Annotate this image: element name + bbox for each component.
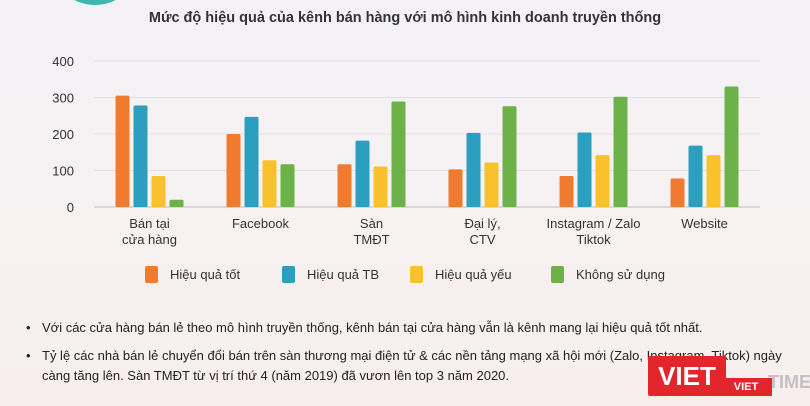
- bar: [244, 116, 259, 207]
- decorative-corner-shape: [50, 0, 140, 5]
- chart-title: Mức độ hiệu quả của kênh bán hàng với mô…: [148, 10, 662, 26]
- bar: [262, 160, 277, 207]
- bar: [280, 164, 295, 207]
- viettimes-watermark-logo: VIET VIET TIMES: [648, 352, 810, 406]
- chart-legend: Hiệu quả tốt Hiệu quả TB Hiệu quả yếu Không…: [0, 266, 810, 288]
- bar: [448, 169, 463, 207]
- legend-label: Hiệu quả TB: [307, 267, 380, 282]
- legend-label: Không sử dụng: [576, 267, 665, 282]
- x-category-label: Instagram / Zalo: [547, 216, 641, 231]
- legend-item: Hiệu quả tốt: [145, 266, 240, 283]
- legend-item: Hiệu quả TB: [282, 266, 379, 283]
- bar: [115, 95, 130, 207]
- x-category-label: Website: [681, 216, 728, 231]
- watermark-sub: VIET: [720, 378, 772, 396]
- legend-swatch: [410, 266, 423, 283]
- bar: [337, 164, 352, 207]
- legend-item: Hiệu quả yếu: [410, 266, 512, 283]
- bar: [226, 134, 241, 207]
- legend-item: Không sử dụng: [551, 266, 665, 283]
- x-category-label: Sàn: [360, 216, 383, 231]
- note-item: Tỷ lệ các nhà bán lẻ chuyển đổi bán trên…: [22, 346, 792, 386]
- bar: [595, 155, 610, 207]
- bar: [577, 132, 592, 207]
- grid-layer: [94, 60, 760, 208]
- bar: [391, 101, 406, 207]
- bar: [559, 175, 574, 207]
- watermark-extra: TIMES: [768, 372, 810, 392]
- x-category-label: Đại lý,: [464, 216, 500, 231]
- bar: [466, 132, 481, 207]
- y-axis-ticks: 0 100 200 300 400: [52, 54, 74, 215]
- notes-list: Với các cửa hàng bán lẻ theo mô hình tru…: [22, 318, 792, 394]
- bar: [670, 178, 685, 207]
- x-category-label: Facebook: [232, 216, 290, 231]
- watermark-brand: VIET: [648, 356, 726, 396]
- legend-label: Hiệu quả yếu: [435, 267, 512, 282]
- bar: [706, 155, 721, 207]
- bar: [613, 96, 628, 207]
- x-category-label: Bán tại: [129, 216, 170, 231]
- y-tick-label: 100: [52, 164, 74, 179]
- y-tick-label: 200: [52, 127, 74, 142]
- bar: [133, 105, 148, 207]
- legend-swatch: [282, 266, 295, 283]
- y-tick-label: 300: [52, 91, 74, 106]
- x-category-label: CTV: [470, 232, 496, 247]
- x-category-label: cửa hàng: [122, 232, 177, 247]
- bar: [373, 166, 388, 207]
- x-category-label: TMĐT: [353, 232, 389, 247]
- bar: [169, 199, 184, 207]
- bar: [502, 106, 517, 207]
- legend-swatch: [145, 266, 158, 283]
- y-tick-label: 0: [67, 200, 74, 215]
- legend-label: Hiệu quả tốt: [170, 267, 241, 282]
- note-item: Với các cửa hàng bán lẻ theo mô hình tru…: [22, 318, 792, 338]
- bar: [724, 86, 739, 207]
- bar: [688, 145, 703, 207]
- bar: [484, 162, 499, 207]
- bar: [151, 175, 166, 207]
- bars: [115, 86, 739, 207]
- x-category-label: Tiktok: [576, 232, 611, 247]
- bar: [355, 140, 370, 207]
- legend-swatch: [551, 266, 564, 283]
- y-tick-label: 400: [52, 54, 74, 69]
